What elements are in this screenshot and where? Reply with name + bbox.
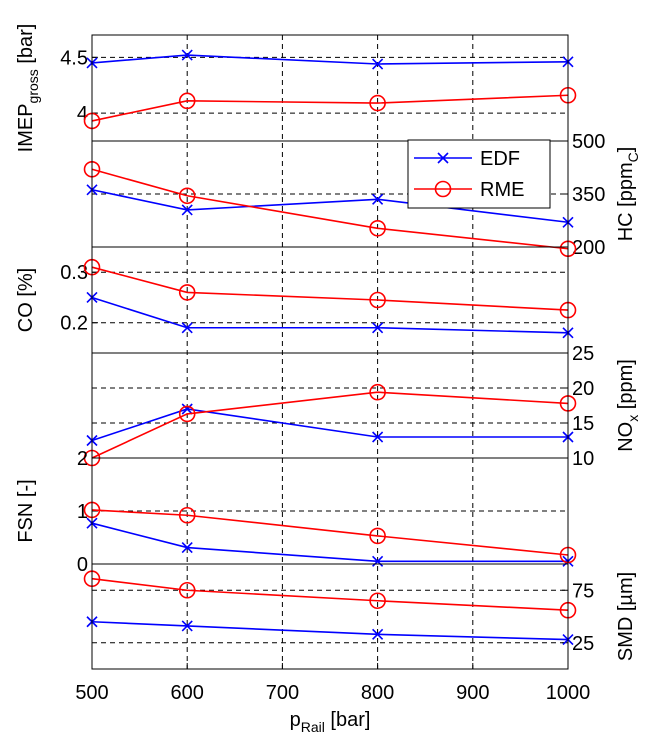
- x-tick-label: 700: [266, 682, 299, 704]
- nox-y-tick-label: 25: [572, 343, 594, 365]
- x-tick-label: 800: [361, 682, 394, 704]
- hc-series-rme-line: [91, 168, 569, 250]
- hc-y-tick-label: 350: [572, 184, 605, 206]
- nox-series-rme-line: [91, 391, 569, 459]
- nox-y-axis-label: NOx [ppm]: [615, 359, 641, 452]
- co-edf-point: [372, 322, 384, 334]
- smd-y-tick-label: 75: [572, 580, 594, 602]
- nox-y-tick-label: 10: [572, 448, 594, 470]
- nox-rme-point: [178, 405, 196, 423]
- x-tick-label: 1000: [546, 682, 591, 704]
- hc-edf-point: [181, 204, 193, 216]
- nox-edf-point: [372, 431, 384, 443]
- imep-rme-point: [178, 92, 196, 110]
- nox-y-tick-label: 15: [572, 413, 594, 435]
- nox-y-tick-label: 20: [572, 378, 594, 400]
- co-rme-point: [178, 284, 196, 301]
- fsn-y-tick-label: 2: [77, 448, 88, 470]
- smd-edf-point: [181, 620, 193, 632]
- hc-edf-point: [372, 193, 384, 205]
- co-y-tick-label: 0.2: [60, 313, 88, 335]
- hc-rme-point: [178, 187, 196, 205]
- co-edf-point: [181, 322, 193, 334]
- fsn-rme-point: [369, 527, 386, 545]
- co-series-rme-line: [91, 266, 569, 311]
- legend-marker-rme: [434, 180, 452, 198]
- plot-frame: [91, 34, 569, 670]
- imep-series-edf-line: [91, 54, 569, 65]
- imep-series-rme-line: [91, 94, 569, 122]
- nox-series-edf-line: [91, 408, 568, 442]
- smd-series-rme-line: [91, 577, 569, 611]
- nox-edf-point: [181, 403, 193, 415]
- imep-y-tick-label: 4: [77, 103, 88, 125]
- imep-edf-point: [372, 58, 384, 70]
- smd-rme-point: [178, 581, 196, 599]
- nox-rme-point: [369, 383, 386, 401]
- fsn-series-edf-line: [91, 522, 568, 563]
- smd-y-axis-label: SMD [µm]: [615, 572, 637, 661]
- fsn-y-tick-label: 1: [77, 501, 88, 523]
- smd-series-edf-line: [91, 620, 569, 641]
- hc-series-edf-line: [91, 188, 569, 224]
- x-tick-label: 600: [171, 682, 204, 704]
- x-tick-label: 500: [75, 682, 108, 704]
- x-axis-label: pRail [bar]: [290, 709, 371, 735]
- co-series-edf-line: [91, 296, 569, 334]
- legend-label-edf: EDF: [480, 148, 520, 170]
- smd-y-tick-label: 25: [572, 633, 594, 655]
- co-rme-point: [369, 291, 386, 309]
- co-y-axis-label: CO [%]: [15, 268, 37, 332]
- legend-box: [407, 139, 551, 209]
- fsn-y-tick-label: 0: [77, 554, 88, 576]
- fsn-y-axis-label: FSN [-]: [15, 479, 37, 542]
- legend-marker-edf: [437, 152, 449, 164]
- fsn-edf-point: [372, 555, 384, 567]
- x-tick-label: 900: [456, 682, 489, 704]
- imep-rme-point: [369, 94, 386, 112]
- hc-rme-point: [369, 219, 386, 237]
- fsn-series-rme-line: [91, 509, 569, 556]
- smd-rme-point: [369, 592, 386, 610]
- legend-label-rme: RME: [480, 179, 524, 201]
- imep-y-tick-label: 4.5: [60, 47, 88, 69]
- fsn-rme-point: [178, 506, 196, 524]
- hc-y-tick-label: 500: [572, 131, 605, 153]
- co-y-tick-label: 0.3: [60, 262, 88, 284]
- hc-y-tick-label: 200: [572, 237, 605, 259]
- imep-y-axis-label: IMEPgross [bar]: [15, 24, 41, 153]
- smd-edf-point: [372, 628, 384, 640]
- imep-edf-point: [181, 49, 193, 61]
- fsn-edf-point: [181, 542, 193, 554]
- hc-y-axis-label: HC [ppmC]: [615, 147, 641, 242]
